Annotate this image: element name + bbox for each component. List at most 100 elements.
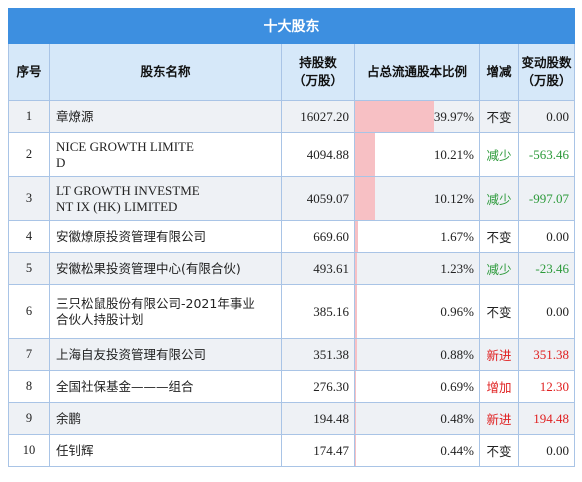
shares-held: 669.60 <box>281 220 355 253</box>
shareholder-name-text: 安徽燎原投资管理有限公司 <box>56 228 207 244</box>
header-delta-label: 变动股数 （万股） <box>521 55 572 88</box>
shareholder-name-text: 任钊辉 <box>56 442 94 458</box>
float-ratio-cell: 0.88% <box>354 338 480 371</box>
table-row: 2 NICE GROWTH LIMITE D 4094.88 10.21% 减少 -563… <box>8 132 575 177</box>
shareholder-name-text: 三只松鼠股份有限公司-2021年事业 合伙人持股计划 <box>56 295 255 327</box>
row-index: 1 <box>8 100 50 133</box>
table-row: 5 安徽松果投资管理中心(有限合伙) 493.61 1.23% 减少 -23.46 <box>8 252 575 285</box>
header-name-label: 股东名称 <box>140 64 191 79</box>
table-title: 十大股东 <box>8 8 575 44</box>
float-ratio-bar <box>355 177 376 220</box>
table-body: 1 章燎源 16027.20 39.97% 不变 0.00 2 NICE GROWTH LIM… <box>8 100 575 467</box>
float-ratio-cell: 0.44% <box>354 434 480 467</box>
change-status: 不变 <box>479 284 519 339</box>
float-ratio-bar <box>355 371 357 402</box>
row-index: 9 <box>8 402 50 435</box>
shareholders-table-container: 十大股东 序号 股东名称 持股数 （万股） 占总流通股本比例 增减 变动股数 （… <box>8 8 575 467</box>
change-status: 减少 <box>479 132 519 177</box>
shares-held: 194.48 <box>281 402 355 435</box>
shareholder-name: NICE GROWTH LIMITE D <box>49 132 282 177</box>
row-index: 7 <box>8 338 50 371</box>
share-change: 0.00 <box>518 284 575 339</box>
float-ratio-bar <box>355 101 435 132</box>
header-ratio: 占总流通股本比例 <box>354 43 480 101</box>
shareholder-name: 安徽燎原投资管理有限公司 <box>49 220 282 253</box>
table-row: 3 LT GROWTH INVESTME NT IX (HK) LIMITED 40… <box>8 176 575 221</box>
header-ratio-label: 占总流通股本比例 <box>366 64 467 79</box>
share-change: 0.00 <box>518 434 575 467</box>
shares-held: 276.30 <box>281 370 355 403</box>
float-ratio-bar <box>355 133 376 176</box>
row-index: 8 <box>8 370 50 403</box>
shareholder-name: 安徽松果投资管理中心(有限合伙) <box>49 252 282 285</box>
float-ratio-cell: 10.21% <box>354 132 480 177</box>
shares-held: 385.16 <box>281 284 355 339</box>
change-status: 不变 <box>479 100 519 133</box>
float-ratio-cell: 1.23% <box>354 252 480 285</box>
row-index: 5 <box>8 252 50 285</box>
shares-held: 493.61 <box>281 252 355 285</box>
float-ratio-bar <box>355 253 358 284</box>
float-ratio-value: 39.97% <box>433 108 474 124</box>
shares-held: 174.47 <box>281 434 355 467</box>
share-change: -23.46 <box>518 252 575 285</box>
header-shares-label: 持股数 （万股） <box>292 55 343 88</box>
float-ratio-value: 1.23% <box>440 260 474 276</box>
table-row: 10 任钊辉 174.47 0.44% 不变 0.00 <box>8 434 575 467</box>
float-ratio-bar <box>355 435 356 466</box>
float-ratio-value: 0.48% <box>440 410 474 426</box>
top-ten-shareholders-table: 十大股东 序号 股东名称 持股数 （万股） 占总流通股本比例 增减 变动股数 （… <box>8 8 575 467</box>
change-status: 不变 <box>479 220 519 253</box>
table-row: 8 全国社保基金———组合 276.30 0.69% 增加 12.30 <box>8 370 575 403</box>
table-row: 4 安徽燎原投资管理有限公司 669.60 1.67% 不变 0.00 <box>8 220 575 253</box>
share-change: 194.48 <box>518 402 575 435</box>
float-ratio-value: 10.21% <box>433 146 474 162</box>
float-ratio-value: 0.88% <box>440 346 474 362</box>
shareholder-name: 余鹏 <box>49 402 282 435</box>
row-index: 10 <box>8 434 50 467</box>
row-index: 3 <box>8 176 50 221</box>
shareholder-name: LT GROWTH INVESTME NT IX (HK) LIMITED <box>49 176 282 221</box>
share-change: 12.30 <box>518 370 575 403</box>
float-ratio-value: 0.96% <box>440 303 474 319</box>
change-status: 不变 <box>479 434 519 467</box>
shareholder-name-text: 余鹏 <box>56 410 82 426</box>
share-change: 351.38 <box>518 338 575 371</box>
shareholder-name: 全国社保基金———组合 <box>49 370 282 403</box>
share-change: 0.00 <box>518 220 575 253</box>
float-ratio-value: 0.69% <box>440 378 474 394</box>
table-row: 9 余鹏 194.48 0.48% 新进 194.48 <box>8 402 575 435</box>
float-ratio-cell: 1.67% <box>354 220 480 253</box>
shares-held: 4094.88 <box>281 132 355 177</box>
header-shares: 持股数 （万股） <box>281 43 355 101</box>
header-change-label: 增减 <box>486 64 512 79</box>
header-delta: 变动股数 （万股） <box>518 43 575 101</box>
header-index: 序号 <box>8 43 50 101</box>
float-ratio-cell: 0.96% <box>354 284 480 339</box>
float-ratio-cell: 0.69% <box>354 370 480 403</box>
share-change: 0.00 <box>518 100 575 133</box>
row-index: 4 <box>8 220 50 253</box>
shareholder-name-text: 安徽松果投资管理中心(有限合伙) <box>56 260 241 276</box>
shares-held: 351.38 <box>281 338 355 371</box>
float-ratio-cell: 39.97% <box>354 100 480 133</box>
table-row: 1 章燎源 16027.20 39.97% 不变 0.00 <box>8 100 575 133</box>
shares-held: 4059.07 <box>281 176 355 221</box>
shareholder-name-text: NICE GROWTH LIMITE D <box>56 138 194 170</box>
shareholder-name: 上海自友投资管理有限公司 <box>49 338 282 371</box>
shareholder-name: 三只松鼠股份有限公司-2021年事业 合伙人持股计划 <box>49 284 282 339</box>
header-index-label: 序号 <box>16 64 42 79</box>
change-status: 新进 <box>479 338 519 371</box>
float-ratio-bar <box>355 221 359 252</box>
float-ratio-value: 1.67% <box>440 228 474 244</box>
float-ratio-bar <box>355 339 357 370</box>
table-row: 7 上海自友投资管理有限公司 351.38 0.88% 新进 351.38 <box>8 338 575 371</box>
table-row: 6 三只松鼠股份有限公司-2021年事业 合伙人持股计划 385.16 0.96% 不变… <box>8 284 575 339</box>
shareholder-name-text: 全国社保基金———组合 <box>56 378 194 394</box>
row-index: 6 <box>8 284 50 339</box>
shares-held: 16027.20 <box>281 100 355 133</box>
change-status: 减少 <box>479 252 519 285</box>
share-change: -997.07 <box>518 176 575 221</box>
share-change: -563.46 <box>518 132 575 177</box>
shareholder-name-text: 上海自友投资管理有限公司 <box>56 346 207 362</box>
